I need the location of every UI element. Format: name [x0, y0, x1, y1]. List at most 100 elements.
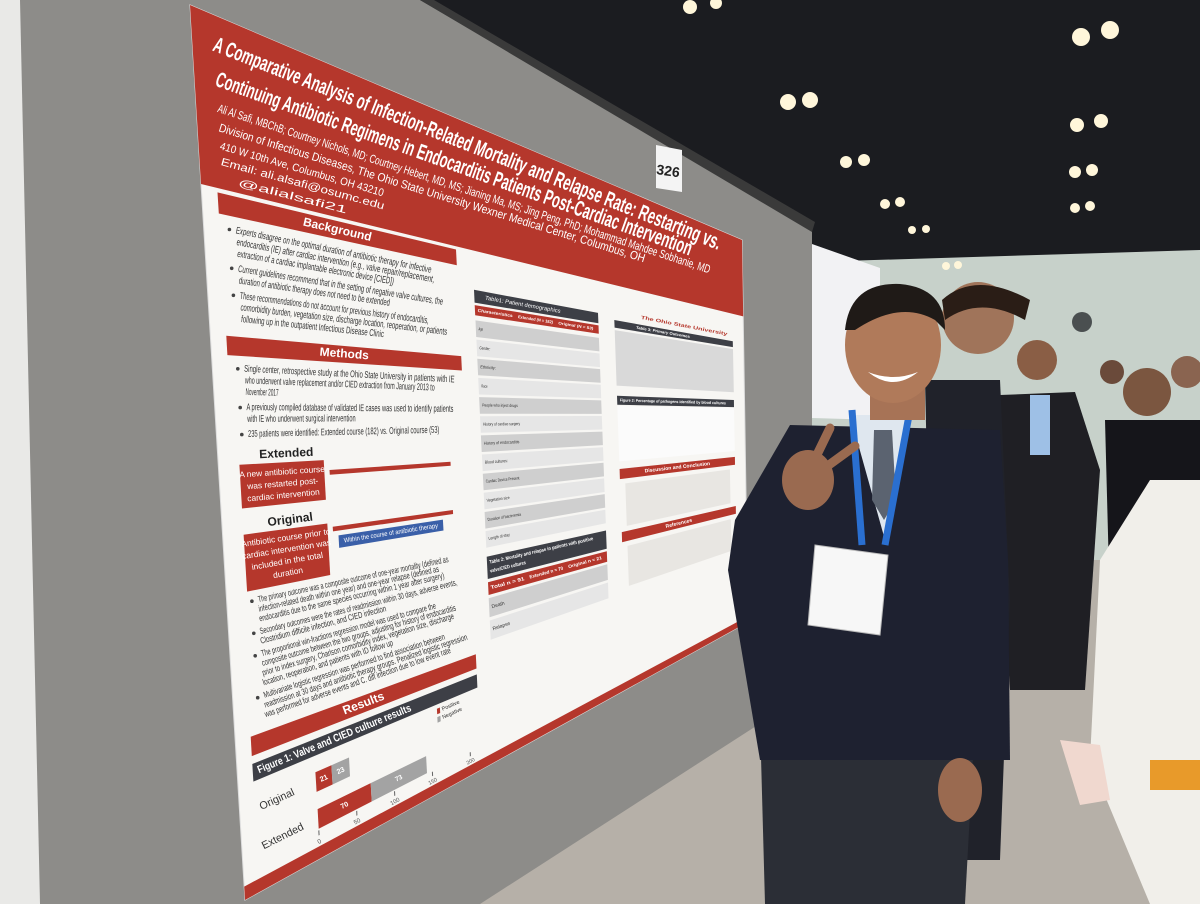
bullet-text: 235 patients were identified: Extended c…	[248, 425, 439, 440]
table-body	[614, 330, 734, 393]
group-label: Extended	[259, 445, 314, 461]
light	[908, 226, 916, 234]
hand	[938, 758, 982, 822]
bar-value: 21	[318, 772, 329, 784]
wall-sign	[1072, 312, 1092, 332]
table-row-label: History of endocarditis	[484, 439, 520, 446]
poster: A Comparative Analysis of Infection-Rela…	[189, 4, 749, 901]
light	[1072, 28, 1090, 46]
table-header-text: Extended (N = 182)	[518, 314, 554, 325]
figure-title: Figure 2: Percentage of pathogens identi…	[620, 397, 727, 405]
table-row-label: Vegetation size	[486, 495, 510, 503]
figure-area	[617, 405, 735, 462]
group-box	[243, 523, 331, 592]
shirt	[1030, 395, 1050, 455]
light	[1069, 166, 1081, 178]
logo-box	[635, 309, 733, 342]
table-row	[484, 494, 606, 529]
person	[995, 392, 1100, 690]
board-tag	[656, 145, 682, 192]
light	[802, 92, 818, 108]
x-tick-label: 100	[390, 797, 401, 807]
head	[1123, 368, 1171, 416]
table-header-text: Original (N = 53)	[558, 321, 594, 331]
light	[1070, 203, 1080, 213]
table-row-label: History of cardiac surgery	[483, 421, 521, 427]
x-tick-label: 150	[428, 777, 439, 787]
bullet-dot	[255, 695, 260, 700]
ceiling-lights	[683, 0, 1119, 270]
table-title-bar	[486, 530, 607, 579]
light	[922, 225, 930, 233]
table-title-bar	[614, 320, 733, 348]
text-block	[627, 519, 732, 586]
light	[1101, 21, 1119, 39]
bullet-text: November 2017	[245, 387, 278, 399]
arrow	[329, 461, 451, 475]
bar-value: 23	[336, 765, 347, 776]
x-tick-label: 200	[466, 757, 477, 766]
bullet-text: with IE who underwent surgical intervent…	[247, 413, 356, 425]
text-block	[625, 469, 731, 526]
table-row-label: Gender:	[479, 345, 490, 351]
table-row	[476, 339, 600, 368]
table-row	[483, 478, 605, 510]
light	[683, 0, 697, 14]
bar-value: 73	[394, 774, 404, 784]
light	[858, 154, 870, 166]
light	[840, 156, 852, 168]
lanyard	[881, 409, 914, 546]
bar	[317, 783, 372, 829]
figure-title-bar	[252, 674, 478, 782]
light	[1085, 201, 1095, 211]
bullet-dot	[253, 654, 257, 658]
title-banner	[190, 5, 744, 317]
x-tick-label: 0	[316, 838, 323, 846]
table-row	[481, 447, 604, 472]
bullet-text: A previously compiled database of valida…	[246, 402, 453, 415]
board-frame	[420, 0, 815, 232]
bullet-dot	[250, 599, 254, 603]
belt	[1150, 760, 1200, 790]
table-row	[485, 509, 606, 548]
x-tick-label: 50	[353, 817, 363, 827]
tie	[872, 430, 896, 520]
finger	[807, 423, 835, 470]
head	[1017, 340, 1057, 380]
person-white	[1090, 480, 1200, 904]
table-row-label: Duration of bacteremia	[487, 512, 522, 522]
head	[1100, 360, 1124, 384]
hand	[782, 450, 834, 510]
table-header-text: Characteristics	[477, 308, 513, 319]
light	[880, 199, 890, 209]
table-row	[489, 582, 609, 640]
table-row	[480, 431, 603, 452]
bullet-dot	[252, 631, 256, 636]
light	[780, 94, 796, 110]
table-row-label: People who inject drugs	[482, 403, 518, 409]
tick-mark	[394, 791, 396, 796]
bar	[331, 757, 350, 785]
bullet-dot	[240, 432, 244, 437]
head	[1171, 356, 1200, 388]
table-row-label: Ethnicity:	[480, 364, 496, 370]
bullet-dot	[229, 266, 234, 271]
bullet-dot	[236, 367, 240, 371]
light	[895, 197, 905, 207]
lanyard	[848, 409, 866, 546]
presenter	[728, 283, 1010, 904]
bullet-dot	[227, 227, 232, 232]
table-row-label: Race	[481, 383, 488, 388]
section-heading-bar	[619, 456, 735, 480]
table-row	[478, 377, 602, 399]
table-row	[475, 320, 600, 352]
section-heading-bar	[250, 654, 477, 757]
phone-hand	[1060, 740, 1110, 805]
light	[1086, 164, 1098, 176]
light	[954, 261, 962, 269]
arrow	[332, 510, 454, 532]
footer-bar	[244, 616, 748, 900]
table-row-label: Age	[478, 326, 484, 332]
bar	[370, 756, 427, 802]
